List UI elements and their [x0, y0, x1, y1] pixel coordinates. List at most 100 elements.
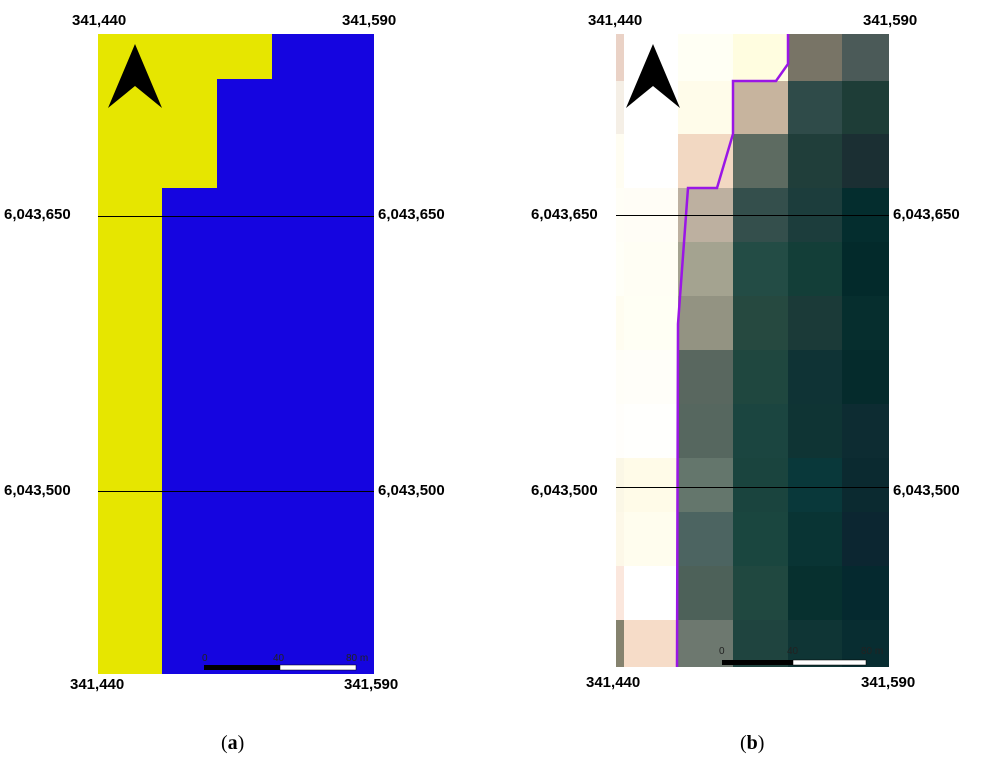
raster-pixel [616, 81, 624, 134]
north-arrow-icon [626, 44, 680, 108]
raster-pixel [733, 296, 788, 350]
raster-pixel [733, 404, 788, 458]
panel-a-gridline-lower [98, 491, 374, 492]
raster-pixel [842, 620, 889, 667]
raster-pixel [624, 296, 678, 350]
raster-pixel [678, 81, 733, 134]
panel-a-scale-tick-80: 80 m [346, 653, 369, 664]
panel-a-gridline-upper [98, 216, 374, 217]
raster-pixel [788, 620, 842, 667]
panel-a-upper-left-northing: 6,043,650 [4, 206, 71, 223]
raster-pixel [616, 566, 624, 620]
panel-a-scale-tick-0: 0 [202, 653, 208, 664]
raster-pixel [624, 512, 678, 566]
panel-a-map-svg [98, 34, 374, 674]
panel-b-raster-svg [616, 34, 889, 667]
panel-b-scale-tick-0: 0 [719, 646, 725, 657]
panel-a-top-right-easting: 341,590 [342, 12, 397, 29]
panel-a-scale-tick-40: 40 [273, 653, 285, 664]
raster-pixel [842, 404, 889, 458]
panel-a-bottom-right-easting: 341,590 [344, 676, 399, 693]
raster-pixel [678, 620, 733, 667]
panel-a-label: (a) [221, 732, 245, 754]
raster-pixel [616, 512, 624, 566]
raster-pixel [624, 404, 678, 458]
raster-pixel [624, 620, 678, 667]
raster-pixel [788, 34, 842, 81]
raster-pixel [616, 350, 624, 404]
raster-pixel [678, 350, 733, 404]
raster-pixel [788, 134, 842, 188]
panel-b-bottom-right-easting: 341,590 [861, 674, 916, 691]
north-arrow-icon [108, 44, 162, 108]
raster-pixel [616, 458, 624, 512]
raster-pixel [678, 296, 733, 350]
raster-pixel [616, 404, 624, 458]
raster-pixel [616, 296, 624, 350]
panel-a-top-left-easting: 341,440 [72, 12, 127, 29]
panel-b-bottom-left-easting: 341,440 [586, 674, 641, 691]
raster-pixel [842, 134, 889, 188]
raster-pixel [788, 458, 842, 512]
panel-b-scale-tick-80: 80 m [861, 646, 884, 657]
raster-pixel [842, 296, 889, 350]
raster-pixel [842, 81, 889, 134]
raster-pixel [678, 512, 733, 566]
raster-pixel [733, 34, 788, 81]
raster-pixel [733, 81, 788, 134]
raster-pixel [842, 566, 889, 620]
raster-pixel [733, 134, 788, 188]
panel-b-label: (b) [740, 732, 765, 754]
panel-a-lower-left-northing: 6,043,500 [4, 482, 71, 499]
raster-pixel [678, 404, 733, 458]
raster-pixel [616, 134, 624, 188]
panel-b-satellite-image [616, 34, 889, 667]
panel-b-scale-tick-40: 40 [787, 646, 799, 657]
raster-pixel [624, 242, 678, 296]
raster-pixel [788, 350, 842, 404]
raster-pixel [788, 404, 842, 458]
raster-pixel [624, 458, 678, 512]
raster-pixel [678, 34, 733, 81]
raster-pixel [788, 242, 842, 296]
raster-pixel [842, 350, 889, 404]
raster-pixel [733, 620, 788, 667]
raster-pixel [733, 350, 788, 404]
raster-pixel [842, 34, 889, 81]
shoreline-line [675, 34, 790, 667]
panel-b-upper-right-northing: 6,043,650 [893, 206, 960, 223]
raster-pixel [678, 242, 733, 296]
land-area [98, 34, 272, 674]
panel-b-upper-left-northing: 6,043,650 [531, 206, 598, 223]
panel-a-bottom-left-easting: 341,440 [70, 676, 125, 693]
raster-pixel [788, 566, 842, 620]
raster-pixel [788, 296, 842, 350]
raster-pixel [616, 620, 624, 667]
raster-pixel [842, 242, 889, 296]
raster-pixel [616, 34, 624, 81]
panel-a-lower-right-northing: 6,043,500 [378, 482, 445, 499]
raster-pixel [733, 566, 788, 620]
raster-pixel [624, 566, 678, 620]
panel-b-top-right-easting: 341,590 [863, 12, 918, 29]
panel-b-top-left-easting: 341,440 [588, 12, 643, 29]
raster-pixel [842, 458, 889, 512]
panel-b-gridline-upper [616, 215, 889, 216]
panel-b-scale-bar [722, 659, 867, 666]
panel-b-lower-right-northing: 6,043,500 [893, 482, 960, 499]
raster-pixel [678, 458, 733, 512]
raster-pixel-grid [616, 34, 889, 667]
raster-pixel [842, 512, 889, 566]
panel-a-scale-bar [204, 664, 357, 671]
raster-pixel [678, 566, 733, 620]
raster-pixel [733, 512, 788, 566]
raster-pixel [733, 242, 788, 296]
raster-pixel [733, 458, 788, 512]
raster-pixel [788, 512, 842, 566]
panel-a-upper-right-northing: 6,043,650 [378, 206, 445, 223]
raster-pixel [624, 134, 678, 188]
panel-b-gridline-lower [616, 487, 889, 488]
raster-pixel [788, 81, 842, 134]
panel-b-lower-left-northing: 6,043,500 [531, 482, 598, 499]
panel-a-classification-map [98, 34, 374, 674]
